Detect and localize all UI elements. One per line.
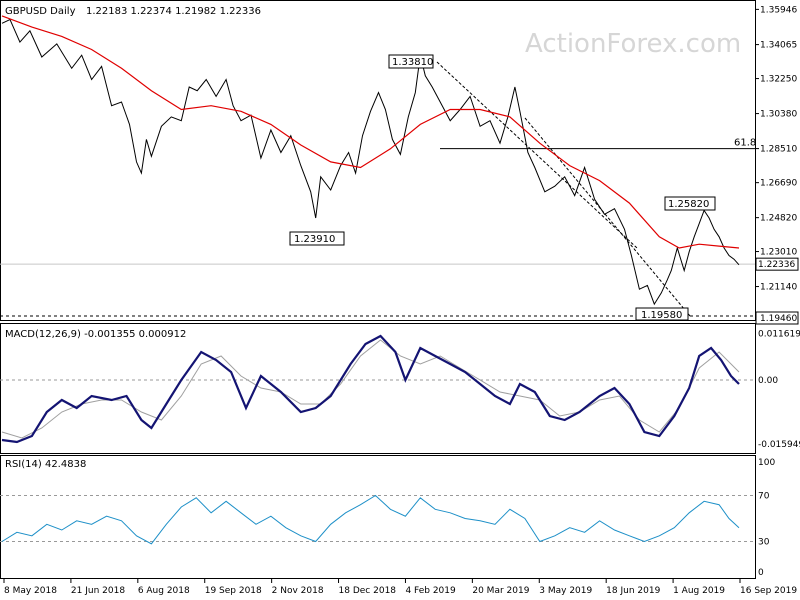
x-axis: 8 May 2018 21 Jun 2018 6 Aug 2018 19 Sep 20… [3, 579, 797, 596]
price-panel: ActionForex.com GBPUSD Daily 1.22183 1.2… [0, 0, 799, 325]
x-tick-label: 8 May 2018 [4, 586, 57, 596]
price-tick-label: 1.35946 [760, 5, 797, 15]
trendline-lower [524, 117, 691, 317]
annotation-label: 1.23910 [294, 234, 335, 245]
annotation-1-23910: 1.23910 [289, 231, 345, 246]
annotation-label: 1.33810 [392, 57, 433, 68]
macd-tick-bottom: -0.015949 [758, 440, 800, 450]
x-tick-label: 2 Nov 2018 [272, 586, 324, 596]
last-price-tag [755, 257, 799, 271]
price-tick-label: 1.23010 [760, 248, 797, 258]
x-tick-label: 3 May 2019 [539, 586, 592, 596]
x-tick-label: 4 Feb 2019 [405, 586, 456, 596]
rsi-title: RSI(14) 42.4838 [5, 459, 86, 470]
x-tick-label: 20 Mar 2019 [472, 586, 529, 596]
price-tick-label: 1.19460 [760, 314, 797, 324]
rsi-tick-100: 100 [758, 458, 775, 468]
rsi-tick-30: 30 [758, 538, 770, 548]
annotation-1-25820: 1.25820 [664, 196, 716, 211]
price-series-line [1, 18, 740, 306]
price-title: GBPUSD Daily [5, 6, 76, 17]
price-tick-label: 1.28510 [760, 145, 797, 155]
rsi-tick-0: 0 [758, 568, 764, 578]
annotation-1-19580: 1.19580 [635, 307, 689, 321]
price-tick-label: 1.24820 [760, 214, 797, 224]
macd-panel: MACD(12,26,9) -0.001355 0.000912 0.01161… [0, 323, 800, 454]
rsi-tick-70: 70 [758, 492, 770, 502]
macd-signal-line [1, 339, 740, 439]
moving-average-line [1, 15, 740, 249]
rsi-panel-frame [0, 455, 756, 579]
macd-tick-top: 0.011619 [758, 330, 800, 340]
price-tick-label: 1.30380 [760, 110, 797, 120]
ohlc-readout: 1.22183 1.22374 1.21982 1.22336 [86, 6, 261, 17]
x-tick-label: 21 Jun 2018 [71, 586, 125, 596]
x-tick-label: 16 Sep 2019 [740, 586, 797, 596]
watermark: ActionForex.com [525, 29, 741, 59]
annotation-label: 1.25820 [668, 199, 709, 210]
price-tick-label: 1.32250 [760, 75, 797, 85]
x-tick-label: 6 Aug 2018 [138, 586, 190, 596]
low-price-tag [755, 311, 799, 325]
price-panel-frame [0, 0, 756, 321]
fib-618-label: 61.8 [734, 138, 756, 149]
price-tick-label: 1.34065 [760, 41, 797, 51]
x-tick-label: 19 Sep 2018 [205, 586, 262, 596]
price-tick-label: 1.26690 [760, 179, 797, 189]
x-tick-label: 1 Aug 2019 [673, 586, 725, 596]
macd-line [1, 334, 740, 444]
price-axis: 1.35946 1.34065 1.32250 1.30380 1.28510 1.266… [755, 5, 799, 325]
annotation-label: 1.19580 [641, 310, 682, 321]
last-price-value: 1.22336 [758, 260, 795, 270]
x-tick-label: 18 Jun 2019 [606, 586, 660, 596]
macd-title: MACD(12,26,9) -0.001355 0.000912 [5, 329, 186, 340]
rsi-panel: RSI(14) 42.4838 100 70 30 0 [0, 455, 775, 579]
trendline-upper [436, 61, 638, 249]
rsi-line [1, 494, 740, 545]
price-tick-label: 1.21140 [760, 283, 797, 293]
x-tick-label: 18 Dec 2018 [339, 586, 397, 596]
macd-tick-zero: 0.00 [758, 376, 778, 386]
macd-panel-frame [0, 323, 756, 454]
annotation-1-33810: 1.33810 [388, 54, 434, 69]
